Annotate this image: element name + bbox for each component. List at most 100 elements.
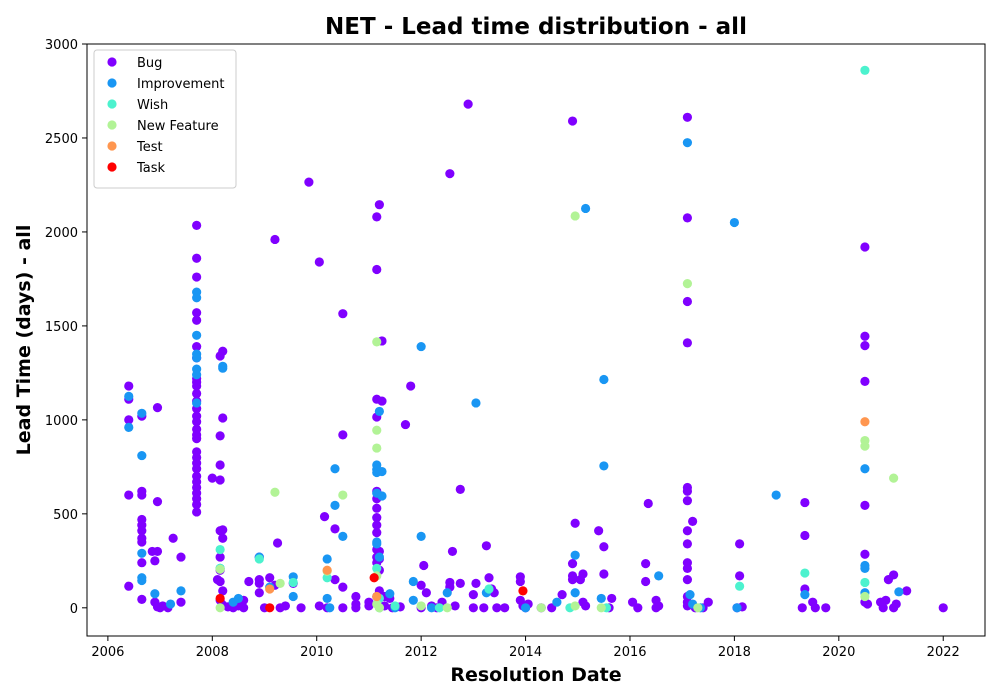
point-bug [481, 541, 492, 551]
point-test [372, 591, 382, 602]
x-axis-label: Resolution Date [450, 664, 621, 686]
plot-frame [86, 43, 986, 637]
point-bug [682, 112, 693, 122]
point-bug [860, 341, 870, 351]
point-bug [330, 524, 340, 534]
point-bug [468, 603, 478, 613]
point-improvement [570, 550, 580, 560]
x-tick-label: 2010 [300, 645, 333, 660]
x-tick-label: 2020 [822, 645, 855, 660]
point-bug [192, 507, 202, 517]
point-task [369, 573, 379, 583]
point-bug [218, 413, 228, 423]
point-bug [218, 586, 228, 596]
point-bug [338, 309, 348, 319]
point-bug [578, 569, 588, 579]
point-improvement [682, 138, 693, 148]
point-bug [372, 520, 382, 530]
y-axis-label: Lead Time (days) - all [13, 225, 35, 456]
point-bug [351, 603, 361, 613]
legend-marker-new-feature [107, 120, 117, 130]
point-improvement [416, 341, 426, 352]
point-bug [860, 331, 870, 341]
point-bug [860, 549, 870, 559]
axis-ticks: 2006 2008 2010 2012 2014 2016 2018 2020 2022 0 500… [45, 38, 960, 660]
point-bug [192, 464, 202, 474]
point-improvement [416, 531, 426, 541]
point-bug [682, 563, 693, 573]
legend-marker-wish [107, 99, 117, 109]
point-bug [338, 582, 348, 592]
y-tick-label: 500 [53, 508, 78, 523]
point-bug [372, 513, 382, 523]
point-new-feature [215, 603, 225, 613]
point-bug [682, 496, 693, 506]
point-new-feature [374, 603, 384, 613]
point-bug [889, 570, 899, 580]
point-improvement [124, 422, 134, 432]
point-bug [688, 516, 698, 526]
point-bug [351, 591, 361, 602]
point-bug [215, 460, 225, 470]
point-improvement [330, 464, 340, 474]
point-bug [492, 603, 502, 613]
point-bug [152, 497, 163, 507]
point-bug [215, 552, 225, 562]
point-bug [192, 315, 202, 325]
point-bug [570, 518, 580, 528]
point-improvement [732, 603, 742, 613]
point-improvement [137, 408, 147, 418]
point-new-feature [275, 578, 285, 588]
point-bug [860, 500, 870, 510]
x-tick-label: 2018 [718, 645, 751, 660]
point-bug [374, 200, 384, 210]
point-task [518, 586, 528, 596]
point-bug [192, 417, 202, 427]
point-bug [372, 528, 382, 538]
point-bug [500, 603, 510, 613]
legend-label-test: Test [136, 140, 163, 155]
point-bug [137, 490, 147, 500]
point-bug [862, 599, 873, 609]
point-bug [450, 601, 460, 611]
chart-title: NET - Lead time distribution - all [325, 14, 747, 40]
point-bug [567, 575, 578, 585]
point-improvement [860, 563, 870, 573]
point-test [860, 417, 870, 427]
point-bug [878, 603, 888, 613]
point-bug [641, 559, 651, 569]
point-new-feature [215, 564, 225, 574]
point-bug [124, 381, 134, 391]
point-bug [735, 571, 745, 581]
point-improvement [654, 571, 664, 581]
legend-label-wish: Wish [137, 98, 168, 113]
point-bug [463, 99, 473, 109]
point-bug [124, 490, 134, 500]
point-improvement [137, 450, 147, 461]
point-bug [654, 601, 664, 611]
point-bug [168, 533, 178, 543]
legend-label-improvement: Improvement [137, 77, 224, 92]
point-bug [682, 526, 693, 536]
point-bug [821, 603, 831, 613]
point-bug [735, 539, 745, 549]
point-new-feature [372, 443, 382, 453]
point-improvement [596, 593, 606, 604]
legend-marker-task [107, 162, 117, 172]
point-improvement [426, 603, 437, 613]
point-improvement [192, 370, 202, 380]
point-new-feature [270, 487, 280, 497]
point-bug [484, 573, 494, 583]
point-bug [207, 473, 217, 483]
point-bug [479, 603, 489, 613]
point-improvement [288, 591, 298, 602]
point-bug [891, 599, 901, 609]
point-wish [390, 601, 400, 611]
legend-label-bug: Bug [137, 56, 162, 71]
point-new-feature [570, 211, 580, 221]
point-bug [860, 376, 870, 386]
point-new-feature [570, 601, 580, 611]
point-bug [599, 542, 609, 552]
point-test [322, 565, 332, 575]
